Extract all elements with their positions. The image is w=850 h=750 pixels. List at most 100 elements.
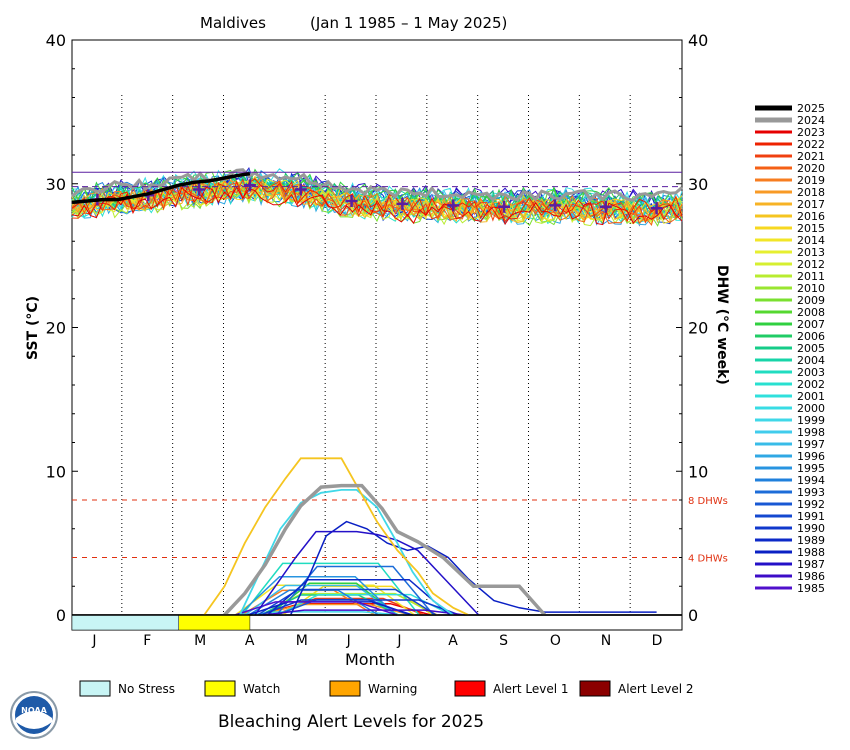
climatology-cross (599, 200, 612, 213)
y-tick-label-left: 20 (46, 319, 66, 338)
dhw-trace-2003 (241, 562, 420, 616)
climatology-cross (345, 195, 358, 207)
sst-trace-2015 (71, 178, 683, 223)
dhw-reference-label: 8 DHWs (688, 496, 728, 507)
y-tick-label-left: 40 (46, 31, 66, 50)
plot-frame (71, 39, 683, 631)
plot-area: 0 0 10 10 20 20 30 30 40 40 J F M A M J J A S O N D 8 DHWs 4 DH… (46, 31, 728, 649)
year-legend-label: 1992 (797, 498, 825, 511)
x-tick-label: A (448, 633, 458, 649)
year-legend-label: 2012 (797, 258, 825, 271)
year-legend-label: 2024 (797, 114, 825, 127)
y-tick-label-right: 10 (688, 462, 708, 481)
year-legend-label: 2003 (797, 366, 825, 379)
year-legend-label: 1997 (797, 438, 825, 451)
x-tick-label: O (550, 633, 561, 649)
dhw-trace-1995 (238, 575, 397, 616)
x-tick-label: N (601, 633, 611, 649)
y-tick-label-left: 0 (56, 606, 66, 625)
climatology-cross (650, 202, 663, 215)
y-tick-label-left: 30 (46, 175, 66, 194)
dhw-reference-label: 4 DHWs (688, 554, 728, 565)
alert-bar-segment (71, 614, 179, 631)
alert-legend-label: Watch (243, 682, 280, 696)
x-tick-label: M (296, 633, 308, 649)
year-legend-label: 2025 (797, 102, 825, 115)
sst-trace-2025 (71, 171, 251, 205)
year-legend-label: 2013 (797, 246, 825, 259)
climatology-cross (447, 199, 460, 212)
year-legend-label: 1999 (797, 414, 825, 427)
climatology-cross (193, 183, 206, 196)
x-tick-label: F (143, 633, 151, 649)
year-legend-label: 1995 (797, 462, 825, 475)
dhw-trace-2016 (203, 457, 469, 616)
y-tick-label-right: 0 (688, 606, 698, 625)
year-legend-label: 2017 (797, 198, 825, 211)
year-legend-label: 2015 (797, 222, 825, 235)
year-legend-label: 2019 (797, 174, 825, 187)
dhw-trace-1987 (254, 530, 480, 616)
year-legend-label: 2007 (797, 318, 825, 331)
x-tick-label: J (346, 633, 351, 649)
alert-legend-swatch (79, 680, 111, 697)
chart-title: Maldives (Jan 1 1985 – 1 May 2025) (200, 14, 507, 32)
climatology-cross (243, 179, 256, 192)
footer-title: Bleaching Alert Levels for 2025 (218, 712, 484, 732)
year-legend-label: 1993 (797, 486, 825, 499)
x-tick-label: S (499, 633, 508, 649)
year-legend-label: 1990 (797, 522, 825, 535)
y-tick-label-right: 30 (688, 175, 708, 194)
title-date-range: (Jan 1 1985 – 1 May 2025) (310, 14, 507, 32)
dhw-trace-1988 (289, 520, 657, 616)
noaa-logo: NOAA (10, 691, 58, 739)
sst-trace-2024 (71, 168, 683, 202)
year-legend: 2025202420232022202120202019201820172016… (755, 102, 825, 595)
year-legend-label: 2009 (797, 294, 825, 307)
x-axis-label: Month (345, 650, 395, 669)
alert-bar-segment (178, 614, 251, 631)
alert-legend-label: No Stress (118, 682, 175, 696)
sst-trace-2000 (71, 168, 683, 213)
year-legend-label: 2001 (797, 390, 825, 403)
year-legend-label: 1988 (797, 546, 825, 559)
dhw-trace-1990 (260, 599, 460, 616)
dhw-trace-1985 (234, 601, 398, 616)
dhw-trace-1998 (238, 488, 454, 616)
alert-legend-label: Warning (368, 682, 417, 696)
year-legend-label: 2021 (797, 150, 825, 163)
alert-legend-swatch (329, 680, 361, 697)
year-legend-label: 1986 (797, 570, 825, 583)
year-legend-label: 2011 (797, 270, 825, 283)
logo-text: NOAA (21, 706, 47, 715)
x-tick-label: A (245, 633, 255, 649)
alert-legend: No Stress Watch Warning Alert Level 1 Alert … (79, 680, 694, 697)
year-legend-label: 2020 (797, 162, 825, 175)
alert-legend-swatch (454, 680, 486, 697)
climatology-cross (294, 183, 307, 196)
dhw-trace-2024 (223, 483, 547, 617)
year-legend-label: 2018 (797, 186, 825, 199)
alert-legend-swatch (579, 680, 611, 697)
year-legend-label: 1989 (797, 534, 825, 547)
year-legend-label: 2004 (797, 354, 825, 367)
x-tick-label: D (652, 633, 663, 649)
x-tick-label: J (91, 633, 96, 649)
title-location: Maldives (200, 14, 266, 32)
year-legend-label: 2014 (797, 234, 825, 247)
year-legend-label: 1991 (797, 510, 825, 523)
year-legend-label: 2016 (797, 210, 825, 223)
climatology-cross (498, 200, 511, 213)
alert-legend-label: Alert Level 1 (493, 682, 569, 696)
year-legend-label: 2000 (797, 402, 825, 415)
y-tick-label-right: 40 (688, 31, 708, 50)
x-tick-label: M (194, 633, 206, 649)
year-legend-label: 2010 (797, 282, 825, 295)
dhw-trace-1986 (263, 609, 466, 616)
sst-trace-2023 (71, 186, 683, 226)
year-legend-label: 2005 (797, 342, 825, 355)
year-legend-label: 2023 (797, 126, 825, 139)
alert-legend-label: Alert Level 2 (618, 682, 694, 696)
y-axis-label-right: DHW (°C week) (714, 265, 730, 385)
